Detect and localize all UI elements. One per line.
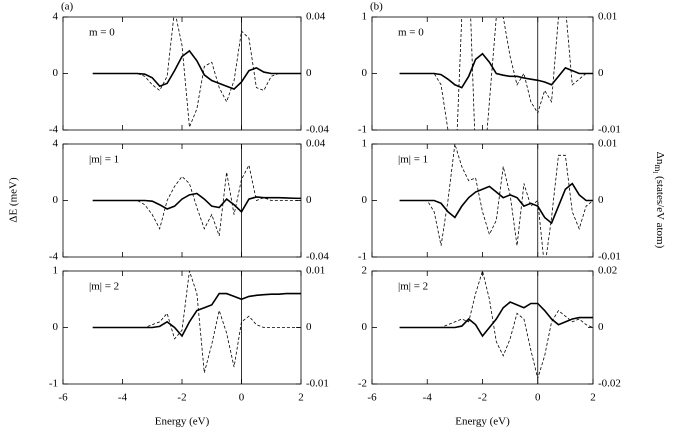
y-tick-label: 0 <box>53 194 59 206</box>
solid-line <box>399 52 593 89</box>
panel-annotation: m = 0 <box>89 27 115 39</box>
x-tick-label: -6 <box>367 392 377 404</box>
y-tick-label: 1 <box>362 138 368 150</box>
y-tick-label: 1 <box>362 11 368 23</box>
panel-annotation: |m| = 1 <box>398 154 428 166</box>
y2-tick-label: 0 <box>306 194 312 206</box>
dashed-line <box>92 17 301 128</box>
y2-tick-label: 0 <box>306 321 312 333</box>
solid-line <box>399 301 593 338</box>
x-tick-label: 2 <box>590 392 596 404</box>
solid-line <box>92 292 301 338</box>
y2-tick-label: -0.01 <box>598 124 621 136</box>
x-axis-label: Energy (eV) <box>155 416 210 428</box>
y-tick-label: 0 <box>362 321 368 333</box>
dashed-line <box>92 164 301 236</box>
y-tick-label: 0 <box>53 321 59 333</box>
x-tick-label: 0 <box>535 392 541 404</box>
y2-tick-label: 0.02 <box>598 265 617 277</box>
y-tick-label: 4 <box>53 138 59 150</box>
y-tick-label: 2 <box>362 265 368 277</box>
y-tick-label: 4 <box>53 11 59 23</box>
x-tick-label: -2 <box>177 392 186 404</box>
panel-label: (a) <box>61 1 74 13</box>
x-tick-label: -4 <box>423 392 433 404</box>
y2-tick-label: 0.01 <box>598 138 617 150</box>
y-tick-label: -1 <box>358 251 367 263</box>
y2-label-main: Δn <box>654 152 666 165</box>
y-tick-label: -4 <box>49 251 59 263</box>
y2-label-sub: m <box>653 164 663 171</box>
y2-tick-label: 0.04 <box>306 138 326 150</box>
y2-tick-label: -0.04 <box>306 251 329 263</box>
dashed-line <box>92 271 301 373</box>
solid-line <box>92 192 301 214</box>
panel-annotation: |m| = 1 <box>89 154 119 166</box>
y2-tick-label: 0 <box>306 67 312 79</box>
y-tick-label: -1 <box>49 378 58 390</box>
dashed-line <box>399 17 593 130</box>
dashed-line <box>399 271 593 380</box>
panel-label: (b) <box>370 1 383 13</box>
panel-annotation: |m| = 2 <box>398 281 428 293</box>
x-tick-label: -2 <box>478 392 487 404</box>
y2-label-subsub: l <box>651 171 659 173</box>
x-tick-label: -6 <box>58 392 68 404</box>
solid-line <box>92 49 301 90</box>
y2-tick-label: 0 <box>598 321 604 333</box>
solid-line <box>399 182 593 225</box>
y2-tick-label: -0.01 <box>306 378 329 390</box>
x-tick-label: 0 <box>239 392 245 404</box>
y-tick-label: -4 <box>49 124 59 136</box>
y2-tick-label: -0.02 <box>598 378 621 390</box>
y-tick-label: 0 <box>362 67 368 79</box>
y2-tick-label: 0 <box>598 67 604 79</box>
y2-tick-label: 0.01 <box>306 265 325 277</box>
y2-axis-label: Δnml (states/eV atom) <box>651 152 666 249</box>
y2-tick-label: -0.04 <box>306 124 329 136</box>
y2-tick-label: 0 <box>598 194 604 206</box>
y2-label-rest: (states/eV atom) <box>654 173 666 248</box>
x-tick-label: -4 <box>118 392 128 404</box>
panel-annotation: |m| = 2 <box>89 281 119 293</box>
y-tick-label: -2 <box>358 378 367 390</box>
dashed-line <box>399 144 593 257</box>
y2-tick-label: 0.01 <box>598 11 617 23</box>
y-axis-label: ΔE (meV) <box>8 177 20 223</box>
y-tick-label: -1 <box>358 124 367 136</box>
y2-tick-label: -0.01 <box>598 251 621 263</box>
panel-annotation: m = 0 <box>398 27 424 39</box>
y-tick-label: 1 <box>53 265 59 277</box>
x-axis-label: Energy (eV) <box>455 416 510 428</box>
y-tick-label: 0 <box>53 67 59 79</box>
y2-tick-label: 0.04 <box>306 11 326 23</box>
x-tick-label: 2 <box>298 392 304 404</box>
y-tick-label: 0 <box>362 194 368 206</box>
